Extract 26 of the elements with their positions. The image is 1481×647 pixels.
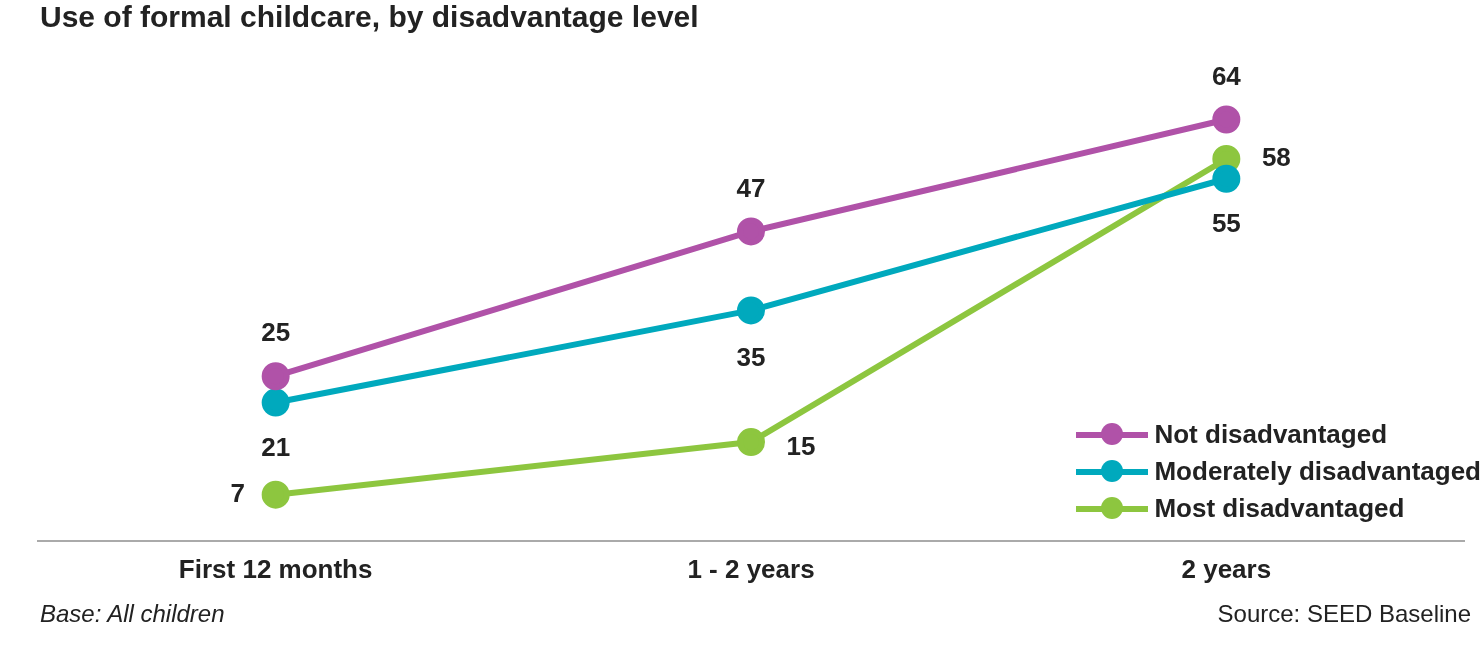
legend-label: Not disadvantaged — [1154, 419, 1388, 450]
x-tick-label: 2 years — [1181, 553, 1272, 584]
text: Base: All children — [40, 600, 225, 628]
x-tick-label: First 12 months — [178, 553, 373, 584]
point — [1212, 105, 1241, 134]
point — [737, 428, 765, 457]
point — [1212, 164, 1241, 193]
point — [261, 480, 290, 509]
legend-label: Moderately disadvantaged — [1154, 456, 1481, 487]
data-label: 55 — [1211, 207, 1241, 238]
source-note: Source: SEED Baseline — [1217, 600, 1471, 628]
data-label: 64 — [1211, 60, 1242, 91]
x-tick-label: 1 - 2 years — [687, 553, 815, 584]
point — [737, 217, 765, 246]
data-label: 15 — [786, 431, 816, 462]
point — [261, 388, 290, 417]
data-label: 35 — [736, 341, 766, 372]
data-label: 47 — [736, 172, 766, 203]
data-label: 21 — [261, 431, 291, 462]
point — [737, 296, 765, 325]
data-label: 25 — [261, 317, 291, 348]
point — [261, 362, 290, 391]
data-label: 58 — [1261, 142, 1291, 173]
legend-label: Most disadvantaged — [1154, 493, 1405, 524]
data-label: 7 — [230, 477, 245, 508]
chart-title: Use of formal childcare, by disadvantage level — [39, 0, 700, 35]
